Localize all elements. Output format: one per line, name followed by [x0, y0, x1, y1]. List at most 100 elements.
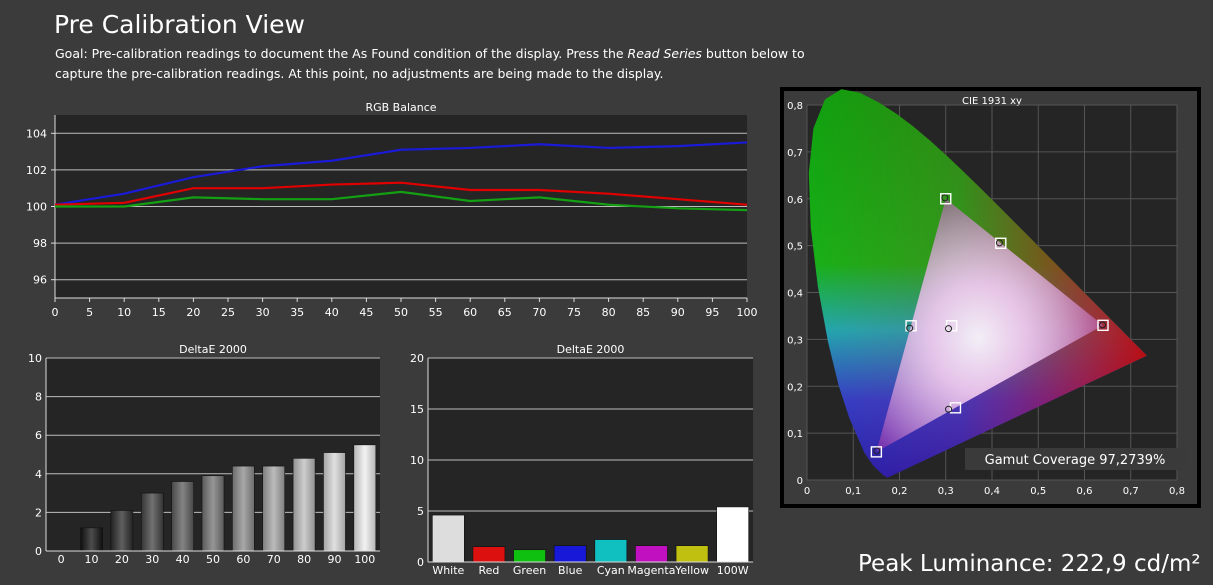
y-tick-label: 0,6	[787, 195, 803, 206]
x-tick-label: 0,2	[892, 486, 908, 497]
y-tick-label: 4	[35, 468, 42, 481]
x-tick-label: 80	[602, 306, 616, 319]
y-tick-label: 15	[410, 403, 424, 416]
y-tick-label: 98	[33, 237, 47, 250]
y-tick-label: 100	[26, 201, 47, 214]
x-tick-label: 20	[115, 553, 129, 566]
x-tick-label: White	[432, 564, 464, 577]
x-tick-label: 20	[186, 306, 200, 319]
bar	[201, 475, 225, 552]
bar	[472, 546, 506, 563]
x-tick-label: Yellow	[674, 564, 709, 577]
x-tick-label: Green	[513, 564, 546, 577]
y-tick-label: 0,1	[787, 429, 803, 440]
x-tick-label: 85	[636, 306, 650, 319]
bar	[513, 549, 546, 563]
x-tick-label: 80	[297, 553, 311, 566]
measured-point	[945, 325, 953, 333]
y-tick-label: 0,5	[787, 242, 803, 253]
description-text: Goal: Pre-calibration readings to docume…	[55, 46, 628, 61]
rgb-balance-svg: RGB Balance 96 98 100 102 104 0 5 10 15 20 25 30 35 40…	[26, 101, 758, 319]
bar	[635, 545, 668, 563]
x-tick-label: 40	[325, 306, 339, 319]
x-tick-label: 55	[429, 306, 443, 319]
deltae-colors-svg: DeltaE 2000 0 5 10 15 20 White Red Green Blue Cyan…	[410, 343, 753, 577]
chart-title: DeltaE 2000	[179, 343, 247, 356]
x-tick-label: 70	[532, 306, 546, 319]
x-tick-label: 60	[236, 553, 250, 566]
x-tick-label: 45	[359, 306, 373, 319]
x-tick-label: 75	[567, 306, 581, 319]
bar	[432, 514, 465, 563]
chart-title: DeltaE 2000	[557, 343, 625, 356]
x-tick-label: Blue	[558, 564, 583, 577]
y-tick-label: 0,8	[787, 101, 803, 112]
y-tick-label: 5	[417, 505, 424, 518]
gamut-coverage-label: Gamut Coverage 97,2739%	[985, 453, 1166, 468]
bar	[553, 545, 587, 563]
deltae-grayscale-chart: DeltaE 2000 0 2 4 6 8 10 0 10 20 30 40 50 60 70 80 90 100	[0, 340, 395, 575]
bar	[716, 506, 749, 563]
x-tick-label: 50	[206, 553, 220, 566]
x-tick-label: Magenta	[627, 564, 675, 577]
x-tick-label: 30	[145, 553, 159, 566]
target-square	[949, 402, 962, 414]
target-square	[995, 237, 1007, 249]
x-tick-label: 95	[705, 306, 719, 319]
bar	[262, 465, 286, 552]
target-square	[870, 446, 883, 458]
read-series-emphasis: Read Series	[627, 46, 702, 61]
x-tick-label: 0	[804, 486, 810, 497]
x-tick-label: 5	[86, 306, 93, 319]
measured-point	[941, 194, 949, 202]
cie-chart: CIE 1931 xy 0 0,1 0,2 0,3 0,4 0,5 0,6 0,7 0,8 0 0,1…	[780, 87, 1201, 508]
y-tick-label: 0,3	[787, 335, 803, 346]
x-tick-label: 100	[737, 306, 758, 319]
gamut-coverage-box	[965, 448, 1186, 470]
series-line-1	[54, 181, 748, 206]
x-tick-label: 0	[58, 553, 65, 566]
bar	[292, 458, 316, 552]
x-tick-label: 15	[152, 306, 166, 319]
series-line-0	[54, 141, 748, 206]
bar	[323, 452, 346, 552]
y-tick-label: 0,2	[787, 382, 803, 393]
target-square	[1097, 319, 1109, 332]
x-tick-label: 40	[176, 553, 190, 566]
x-tick-label: 10	[85, 553, 99, 566]
rgb-balance-chart: RGB Balance 96 98 100 102 104 0 5 10 15 20 25 30 35 40…	[0, 95, 775, 325]
y-tick-label: 0	[35, 545, 42, 558]
x-tick-label: 0	[52, 306, 59, 319]
bar	[110, 510, 134, 552]
peak-luminance: Peak Luminance: 222,9 cd/m²	[858, 551, 1201, 577]
cie-1931-svg: CIE 1931 xy 0 0,1 0,2 0,3 0,4 0,5 0,6 0,7 0,8 0 0,1…	[780, 87, 1201, 508]
measured-point	[995, 239, 1003, 247]
measured-point	[873, 447, 881, 455]
x-tick-label: Cyan	[597, 564, 625, 577]
page-description: Goal: Pre-calibration readings to docume…	[55, 44, 815, 84]
y-tick-label: 6	[35, 429, 42, 442]
measured-point	[945, 405, 953, 413]
y-tick-label: 0,4	[787, 289, 803, 300]
x-tick-label: 90	[327, 553, 341, 566]
x-tick-label: 10	[117, 306, 131, 319]
gamut-triangle-highlight	[876, 198, 1103, 452]
y-tick-label: 96	[33, 274, 47, 287]
x-tick-label: 60	[463, 306, 477, 319]
y-tick-label: 2	[35, 506, 42, 519]
x-tick-label: 0,1	[845, 486, 861, 497]
x-tick-label: 25	[221, 306, 235, 319]
measured-point	[1099, 321, 1107, 329]
page-title: Pre Calibration View	[54, 10, 305, 39]
x-tick-label: 0,3	[938, 486, 954, 497]
chart-title: RGB Balance	[365, 101, 436, 114]
series-line-2	[55, 190, 748, 212]
bar	[675, 545, 709, 563]
bar	[353, 444, 377, 552]
x-tick-label: 30	[256, 306, 270, 319]
y-tick-label: 104	[26, 127, 47, 140]
y-tick-label: 102	[26, 164, 47, 177]
x-tick-label: 50	[394, 306, 408, 319]
x-tick-label: 100	[354, 553, 375, 566]
measured-point	[906, 324, 914, 332]
